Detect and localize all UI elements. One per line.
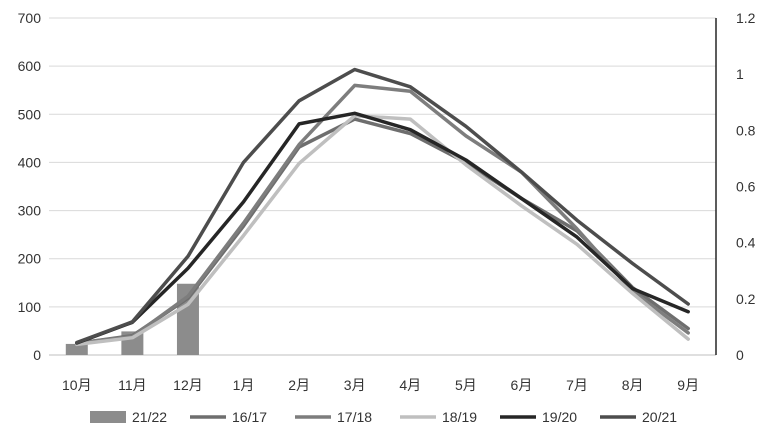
x-tick-label: 12月 — [173, 377, 203, 393]
x-tick-label: 4月 — [399, 377, 421, 393]
y-right-tick-label: 0.4 — [736, 235, 756, 251]
legend-label: 20/21 — [642, 409, 677, 425]
x-tick-label: 5月 — [455, 377, 477, 393]
series-line — [75, 111, 690, 345]
series-line — [75, 83, 690, 345]
y-right-tick-label: 0 — [736, 347, 744, 363]
x-tick-label: 8月 — [622, 377, 644, 393]
legend-swatch — [90, 411, 126, 423]
x-tick-label: 1月 — [233, 377, 255, 393]
legend-label: 17/18 — [337, 409, 372, 425]
x-tick-label: 6月 — [511, 377, 533, 393]
x-tick-label: 11月 — [118, 377, 147, 393]
series-line — [75, 113, 690, 347]
y-right-tick-label: 0.2 — [736, 291, 756, 307]
x-tick-label: 7月 — [566, 377, 588, 393]
legend-label: 19/20 — [542, 409, 577, 425]
y-left-tick-label: 200 — [18, 251, 42, 267]
x-tick-label: 3月 — [344, 377, 366, 393]
y-left-tick-label: 300 — [18, 203, 42, 219]
legend-label: 16/17 — [232, 409, 267, 425]
y-right-tick-label: 0.6 — [736, 179, 756, 195]
y-right-tick-label: 1 — [736, 66, 744, 82]
y-left-tick-label: 600 — [18, 58, 42, 74]
y-left-tick-label: 500 — [18, 106, 42, 122]
x-tick-label: 9月 — [677, 377, 699, 393]
y-left-tick-label: 0 — [33, 347, 41, 363]
legend-label: 18/19 — [442, 409, 477, 425]
bar — [65, 343, 88, 355]
y-right-tick-label: 1.2 — [736, 10, 756, 26]
y-right-tick-label: 0.8 — [736, 122, 756, 138]
legend-label: 21/22 — [132, 409, 167, 425]
series-line — [75, 67, 690, 345]
y-left-tick-label: 100 — [18, 299, 42, 315]
x-tick-label: 2月 — [288, 377, 310, 393]
y-left-tick-label: 400 — [18, 154, 42, 170]
y-left-tick-label: 700 — [18, 10, 42, 26]
x-tick-label: 10月 — [62, 377, 92, 393]
